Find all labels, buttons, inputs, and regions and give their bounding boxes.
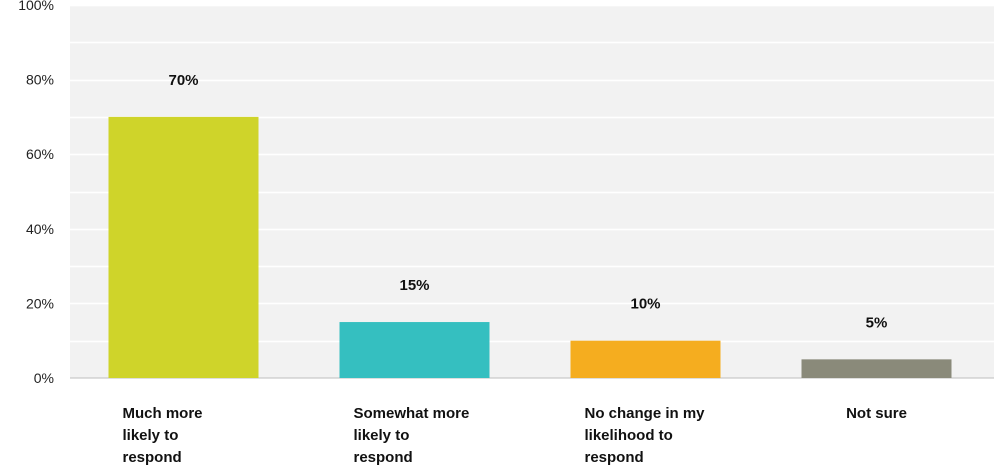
data-label: 10%	[630, 296, 660, 313]
bar	[570, 340, 721, 378]
x-category-label-line: Somewhat more	[354, 405, 470, 422]
x-category-label-line: likely to	[123, 427, 179, 444]
bar	[801, 359, 952, 378]
x-category-label-line: Not sure	[846, 405, 907, 422]
bar	[108, 116, 259, 379]
x-category-label-line: respond	[123, 449, 182, 466]
bar	[339, 322, 490, 378]
data-labels: 70% 15% 10% 5%	[168, 72, 887, 331]
x-category-label-line: likely to	[354, 427, 410, 444]
x-category-label: No change in my likelihood to respond	[585, 405, 706, 466]
data-label: 15%	[399, 277, 429, 294]
y-tick-label: 100%	[18, 0, 54, 13]
x-category-label-line: respond	[585, 449, 644, 466]
x-category-label-line: No change in my	[585, 405, 706, 422]
y-tick-label: 60%	[26, 146, 54, 162]
y-tick-label: 40%	[26, 221, 54, 237]
data-label: 70%	[168, 72, 198, 89]
x-category-label: Much more likely to respond	[123, 405, 203, 466]
x-category-label: Not sure	[846, 405, 907, 422]
x-axis: Much more likely to respond Somewhat more li…	[123, 405, 907, 466]
x-category-label-line: likelihood to	[585, 427, 673, 444]
x-category-label: Somewhat more likely to respond	[354, 405, 470, 466]
y-tick-label: 0%	[34, 370, 54, 386]
y-axis: 0% 20% 40% 60% 80% 100%	[18, 0, 54, 386]
x-category-label-line: Much more	[123, 405, 203, 422]
y-tick-label: 20%	[26, 295, 54, 311]
y-tick-label: 80%	[26, 72, 54, 88]
bars	[108, 116, 952, 379]
data-label: 5%	[866, 314, 888, 331]
x-category-label-line: respond	[354, 449, 413, 466]
